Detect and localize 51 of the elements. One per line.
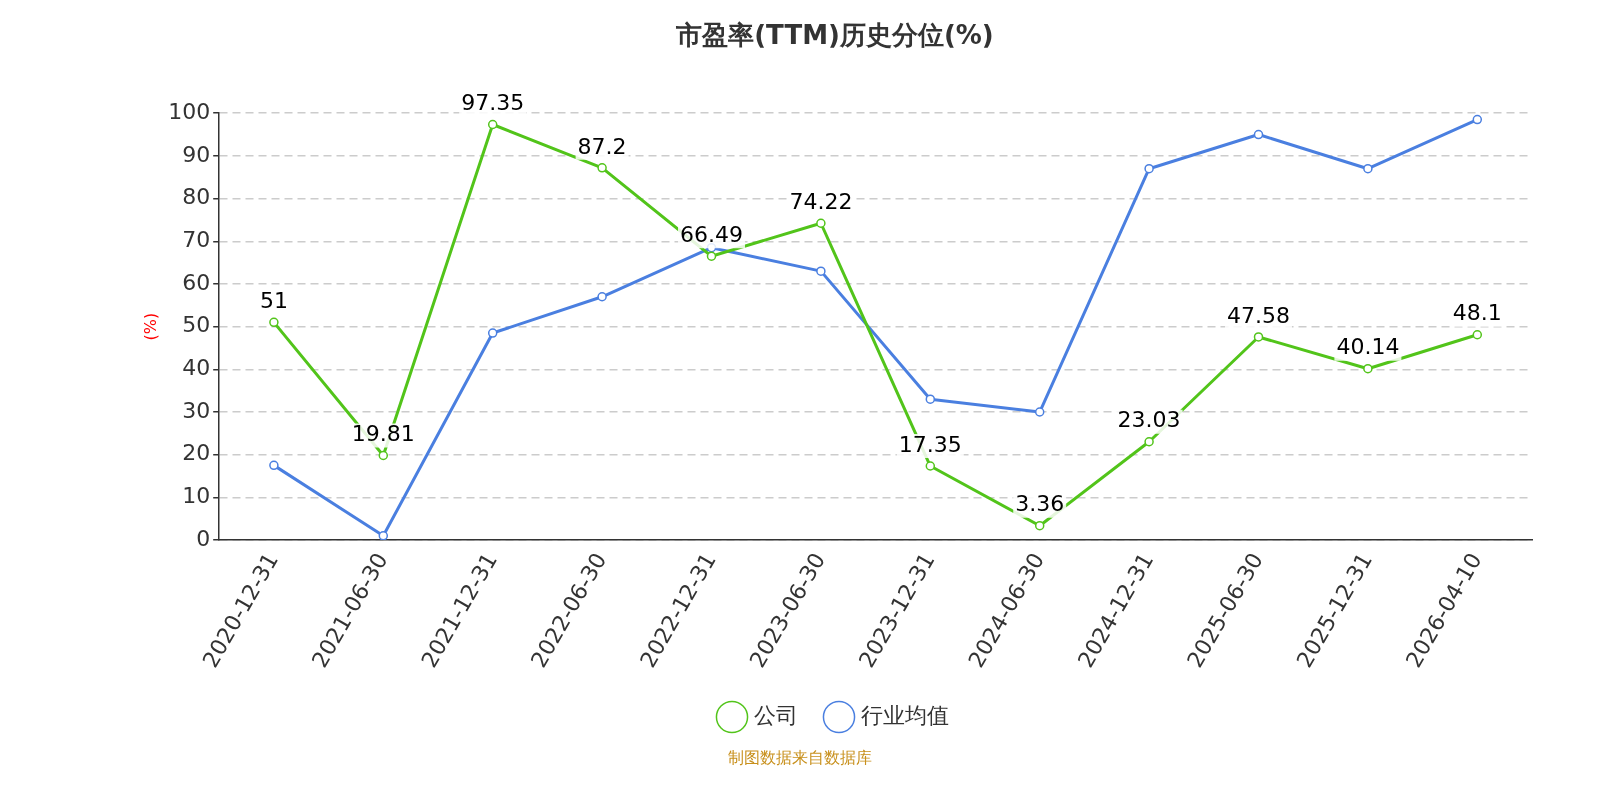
data-label: 97.35 bbox=[461, 90, 525, 116]
data-label: 17.35 bbox=[898, 431, 962, 457]
y-tick-label: 80 bbox=[182, 184, 211, 210]
data-label: 74.22 bbox=[789, 188, 853, 214]
point bbox=[1472, 114, 1483, 125]
point bbox=[816, 266, 826, 276]
point bbox=[597, 163, 607, 173]
point bbox=[1472, 330, 1483, 340]
point bbox=[269, 317, 279, 328]
y-tick-label: 90 bbox=[182, 141, 211, 167]
point bbox=[269, 460, 279, 471]
point bbox=[487, 328, 498, 338]
y-tick-label: 0 bbox=[196, 525, 211, 551]
text: 制图数据来自数据库 bbox=[727, 748, 873, 769]
point bbox=[1144, 437, 1154, 447]
point bbox=[1034, 520, 1045, 531]
y-tick-label: 60 bbox=[182, 269, 211, 295]
y-tick-label: 50 bbox=[182, 312, 211, 338]
point bbox=[597, 292, 607, 302]
data-label: 3.36 bbox=[1015, 491, 1065, 517]
y-tick-label: 40 bbox=[182, 355, 211, 381]
y-tick-label: 100 bbox=[168, 98, 211, 124]
legend-label: 行业均值 bbox=[861, 702, 949, 728]
point bbox=[1034, 407, 1045, 417]
y-tick-label: 70 bbox=[182, 226, 211, 252]
point bbox=[1253, 129, 1264, 140]
point bbox=[1363, 163, 1373, 174]
chart-title: 市盈率(TTM)历史分位(%) bbox=[675, 20, 994, 51]
y-tick-label: 10 bbox=[182, 483, 211, 509]
point bbox=[1253, 332, 1264, 342]
data-label: 48.1 bbox=[1452, 300, 1502, 326]
point bbox=[925, 461, 936, 471]
point bbox=[378, 450, 389, 461]
y-axis-title: (%) bbox=[140, 312, 160, 341]
point bbox=[925, 394, 936, 404]
data-label: 51 bbox=[259, 288, 288, 314]
data-label: 87.2 bbox=[577, 133, 627, 159]
data-label: 47.58 bbox=[1227, 302, 1290, 328]
y-tick-label: 20 bbox=[182, 440, 211, 466]
point bbox=[1144, 163, 1154, 174]
data-label: 66.49 bbox=[680, 221, 743, 247]
point bbox=[1363, 363, 1373, 374]
y-tick-label: 30 bbox=[182, 397, 211, 423]
point bbox=[816, 218, 826, 228]
data-label: 23.03 bbox=[1117, 407, 1181, 433]
point bbox=[378, 531, 389, 541]
point bbox=[487, 119, 498, 130]
legend-label: 公司 bbox=[754, 702, 798, 728]
data-label: 40.14 bbox=[1336, 334, 1400, 360]
data-label: 19.81 bbox=[351, 421, 415, 447]
point bbox=[706, 251, 717, 261]
